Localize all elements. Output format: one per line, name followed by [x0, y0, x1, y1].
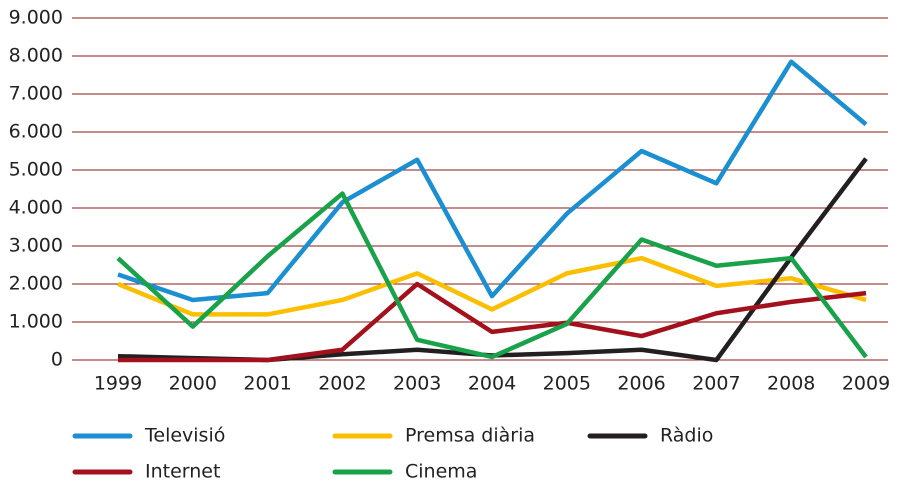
y-tick-label: 6.000	[9, 121, 63, 143]
x-tick-label: 2001	[243, 373, 291, 395]
y-tick-label: 0	[51, 349, 63, 371]
y-tick-label: 8.000	[9, 45, 63, 67]
x-tick-label: 2005	[543, 373, 591, 395]
series-line	[118, 281, 867, 363]
x-tick-label: 2000	[169, 373, 217, 395]
x-tick-label: 2008	[767, 373, 815, 395]
y-tick-label: 7.000	[9, 83, 63, 105]
x-tick-label: 2002	[318, 373, 366, 395]
legend-label: Cinema	[405, 461, 477, 483]
y-tick-label: 2.000	[9, 273, 63, 295]
x-tick-label: 2009	[842, 373, 890, 395]
y-tick-label: 9.000	[9, 7, 63, 29]
x-tick-label: 1999	[94, 373, 142, 395]
legend-label: Ràdio	[660, 425, 713, 447]
x-tick-label: 2003	[393, 373, 441, 395]
series-line	[117, 255, 867, 317]
y-tick-label: 5.000	[9, 159, 63, 181]
x-tick-label: 2007	[692, 373, 740, 395]
x-tick-label: 2006	[617, 373, 665, 395]
y-tick-label: 3.000	[9, 235, 63, 257]
legend-label: Premsa diària	[405, 425, 535, 447]
y-tick-label: 4.000	[9, 197, 63, 219]
y-tick-label: 1.000	[9, 311, 63, 333]
legend-label: Internet	[145, 461, 220, 483]
legend-label: Televisió	[144, 425, 225, 447]
series-line	[116, 191, 868, 360]
series-line	[117, 59, 868, 303]
x-tick-label: 2004	[468, 373, 516, 395]
